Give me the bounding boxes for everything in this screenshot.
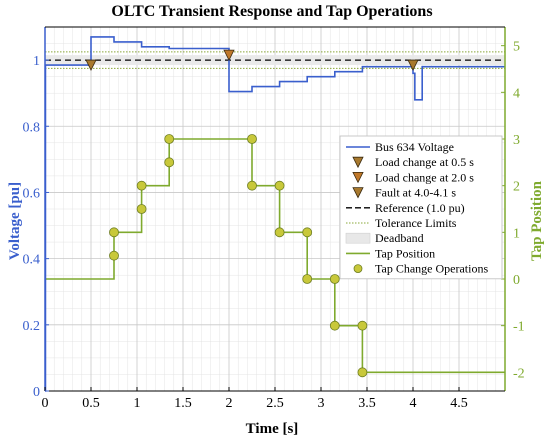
tap-operation-marker <box>109 250 119 261</box>
tap-operation-marker <box>164 134 175 144</box>
legend-label: Reference (1.0 pu) <box>375 201 465 215</box>
x-tick-label: 3 <box>318 396 325 411</box>
legend-label: Load change at 0.5 s <box>375 155 474 169</box>
y-tick-label-right: 5 <box>513 40 520 55</box>
x-tick-label: 4.5 <box>450 396 468 411</box>
legend-label: Tolerance Limits <box>375 216 457 230</box>
legend-triangle-symbol <box>352 187 364 199</box>
y-tick-label-left: 0.4 <box>23 253 41 268</box>
y-tick-label-right: -2 <box>513 366 525 381</box>
legend-label: Tap Change Operations <box>375 262 488 276</box>
y-axis-label-left: Voltage [pu] <box>7 182 23 260</box>
tap-operation-marker <box>329 320 340 331</box>
voltage-line <box>44 36 505 392</box>
y-tick-label-right: -1 <box>513 320 525 335</box>
y-tick-label-right: 3 <box>513 133 520 148</box>
y-axis-label-right: Tap Position <box>529 180 545 261</box>
x-tick-label: 2.5 <box>266 396 284 411</box>
event-marker <box>223 49 235 62</box>
x-tick-label: 1.5 <box>174 396 192 411</box>
legend-label: Fault at 4.0-4.1 s <box>375 186 456 200</box>
x-tick-label: 4 <box>410 396 417 411</box>
chart-title: OLTC Transient Response and Tap Operatio… <box>111 3 432 20</box>
tap-operation-marker <box>247 134 257 144</box>
tap-operation-marker <box>247 180 257 191</box>
legend-label: Deadband <box>375 231 424 245</box>
markers <box>85 49 419 378</box>
tap-operation-marker <box>329 274 340 284</box>
tap-operation-marker <box>136 180 147 191</box>
y-tick-label-right: 1 <box>513 226 520 241</box>
y-tick-label-left: 0.2 <box>23 319 41 334</box>
legend-triangle-symbol <box>352 156 364 169</box>
tap-operation-marker <box>109 227 119 238</box>
x-axis-label: Time [s] <box>246 421 299 437</box>
axes: 0 0.5 1 1.5 2 2.5 3 3.5 4 4.5 0 0.2 0.4 0.6 0.8 1 -2 -1 0 1… <box>23 26 525 411</box>
y-tick-label-left: 0 <box>33 385 40 400</box>
legend-label: Load change at 2.0 s <box>375 170 474 184</box>
event-marker <box>85 59 97 71</box>
y-tick-label-right: 0 <box>513 273 520 288</box>
tap-operation-marker <box>357 320 368 331</box>
tap-operation-marker <box>136 204 147 214</box>
legend-triangle-symbol <box>352 171 364 184</box>
tap-operation-marker <box>302 227 313 238</box>
x-tick-label: 0.5 <box>82 396 100 411</box>
bands <box>45 51 505 69</box>
y-tick-label-right: 4 <box>513 86 520 101</box>
y-tick-label-left: 1 <box>33 54 40 69</box>
tap-operation-marker <box>274 180 285 191</box>
x-tick-label: 1 <box>134 396 141 411</box>
tap-operation-marker <box>274 227 285 238</box>
y-tick-label-left: 0.6 <box>23 186 41 201</box>
tap-operation-marker <box>302 274 313 284</box>
y-tick-label-left: 0.8 <box>23 120 41 135</box>
x-tick-label: 3.5 <box>358 396 376 411</box>
x-tick-label: 2 <box>226 396 233 411</box>
legend-label: Tap Position <box>375 246 435 260</box>
y-tick-label-right: 2 <box>513 180 520 195</box>
tap-operation-marker <box>164 157 175 168</box>
legend-label: Bus 634 Voltage <box>375 140 454 154</box>
legend-dot-symbol <box>353 264 363 274</box>
tap-operation-marker <box>357 367 368 378</box>
legend-band-symbol <box>345 232 371 244</box>
x-tick-label: 0 <box>42 396 49 411</box>
event-marker <box>407 59 419 71</box>
